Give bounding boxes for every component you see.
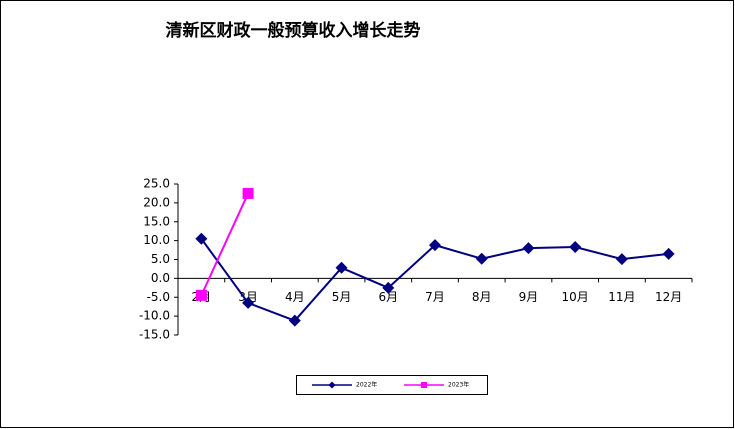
marker	[382, 281, 395, 294]
marker	[335, 261, 348, 274]
y-tick-label: 15.0	[143, 214, 170, 228]
x-tick-label: 7月	[425, 290, 445, 304]
x-tick-label: 10月	[562, 290, 589, 304]
legend-label: 2022年	[356, 381, 377, 389]
x-tick-label: 11月	[608, 290, 635, 304]
marker	[288, 314, 301, 327]
y-tick-label: 10.0	[143, 233, 170, 247]
marker	[328, 381, 336, 389]
y-tick-label: 20.0	[143, 195, 170, 209]
marker	[421, 382, 427, 388]
marker	[475, 252, 488, 265]
marker	[195, 289, 207, 301]
marker	[242, 296, 255, 309]
marker	[615, 253, 628, 266]
marker	[429, 239, 441, 252]
chart-title: 清新区财政一般预算收入增长走势	[166, 20, 421, 41]
x-tick-label: 12月	[655, 290, 682, 304]
series-line	[200, 193, 250, 296]
y-tick-label: 5.0	[151, 252, 170, 266]
marker	[522, 242, 535, 255]
marker	[242, 187, 254, 199]
x-tick-label: 6月	[378, 290, 398, 304]
y-tick-label: -10.0	[139, 309, 170, 323]
x-tick-label: 8月	[472, 290, 492, 304]
legend-label: 2023年	[448, 381, 469, 389]
y-tick-label: -15.0	[139, 328, 170, 342]
marker	[662, 247, 675, 260]
marker	[195, 232, 208, 245]
marker	[569, 241, 582, 254]
y-tick-label: 0.0	[151, 271, 170, 285]
y-tick-label: 25.0	[143, 177, 170, 191]
x-tick-label: 5月	[332, 290, 352, 304]
x-tick-label: 9月	[519, 290, 539, 304]
x-tick-label: 4月	[285, 290, 305, 304]
x-tick-label: 3月	[238, 290, 258, 304]
y-tick-label: -5.0	[147, 290, 170, 304]
legend-box	[296, 375, 488, 395]
